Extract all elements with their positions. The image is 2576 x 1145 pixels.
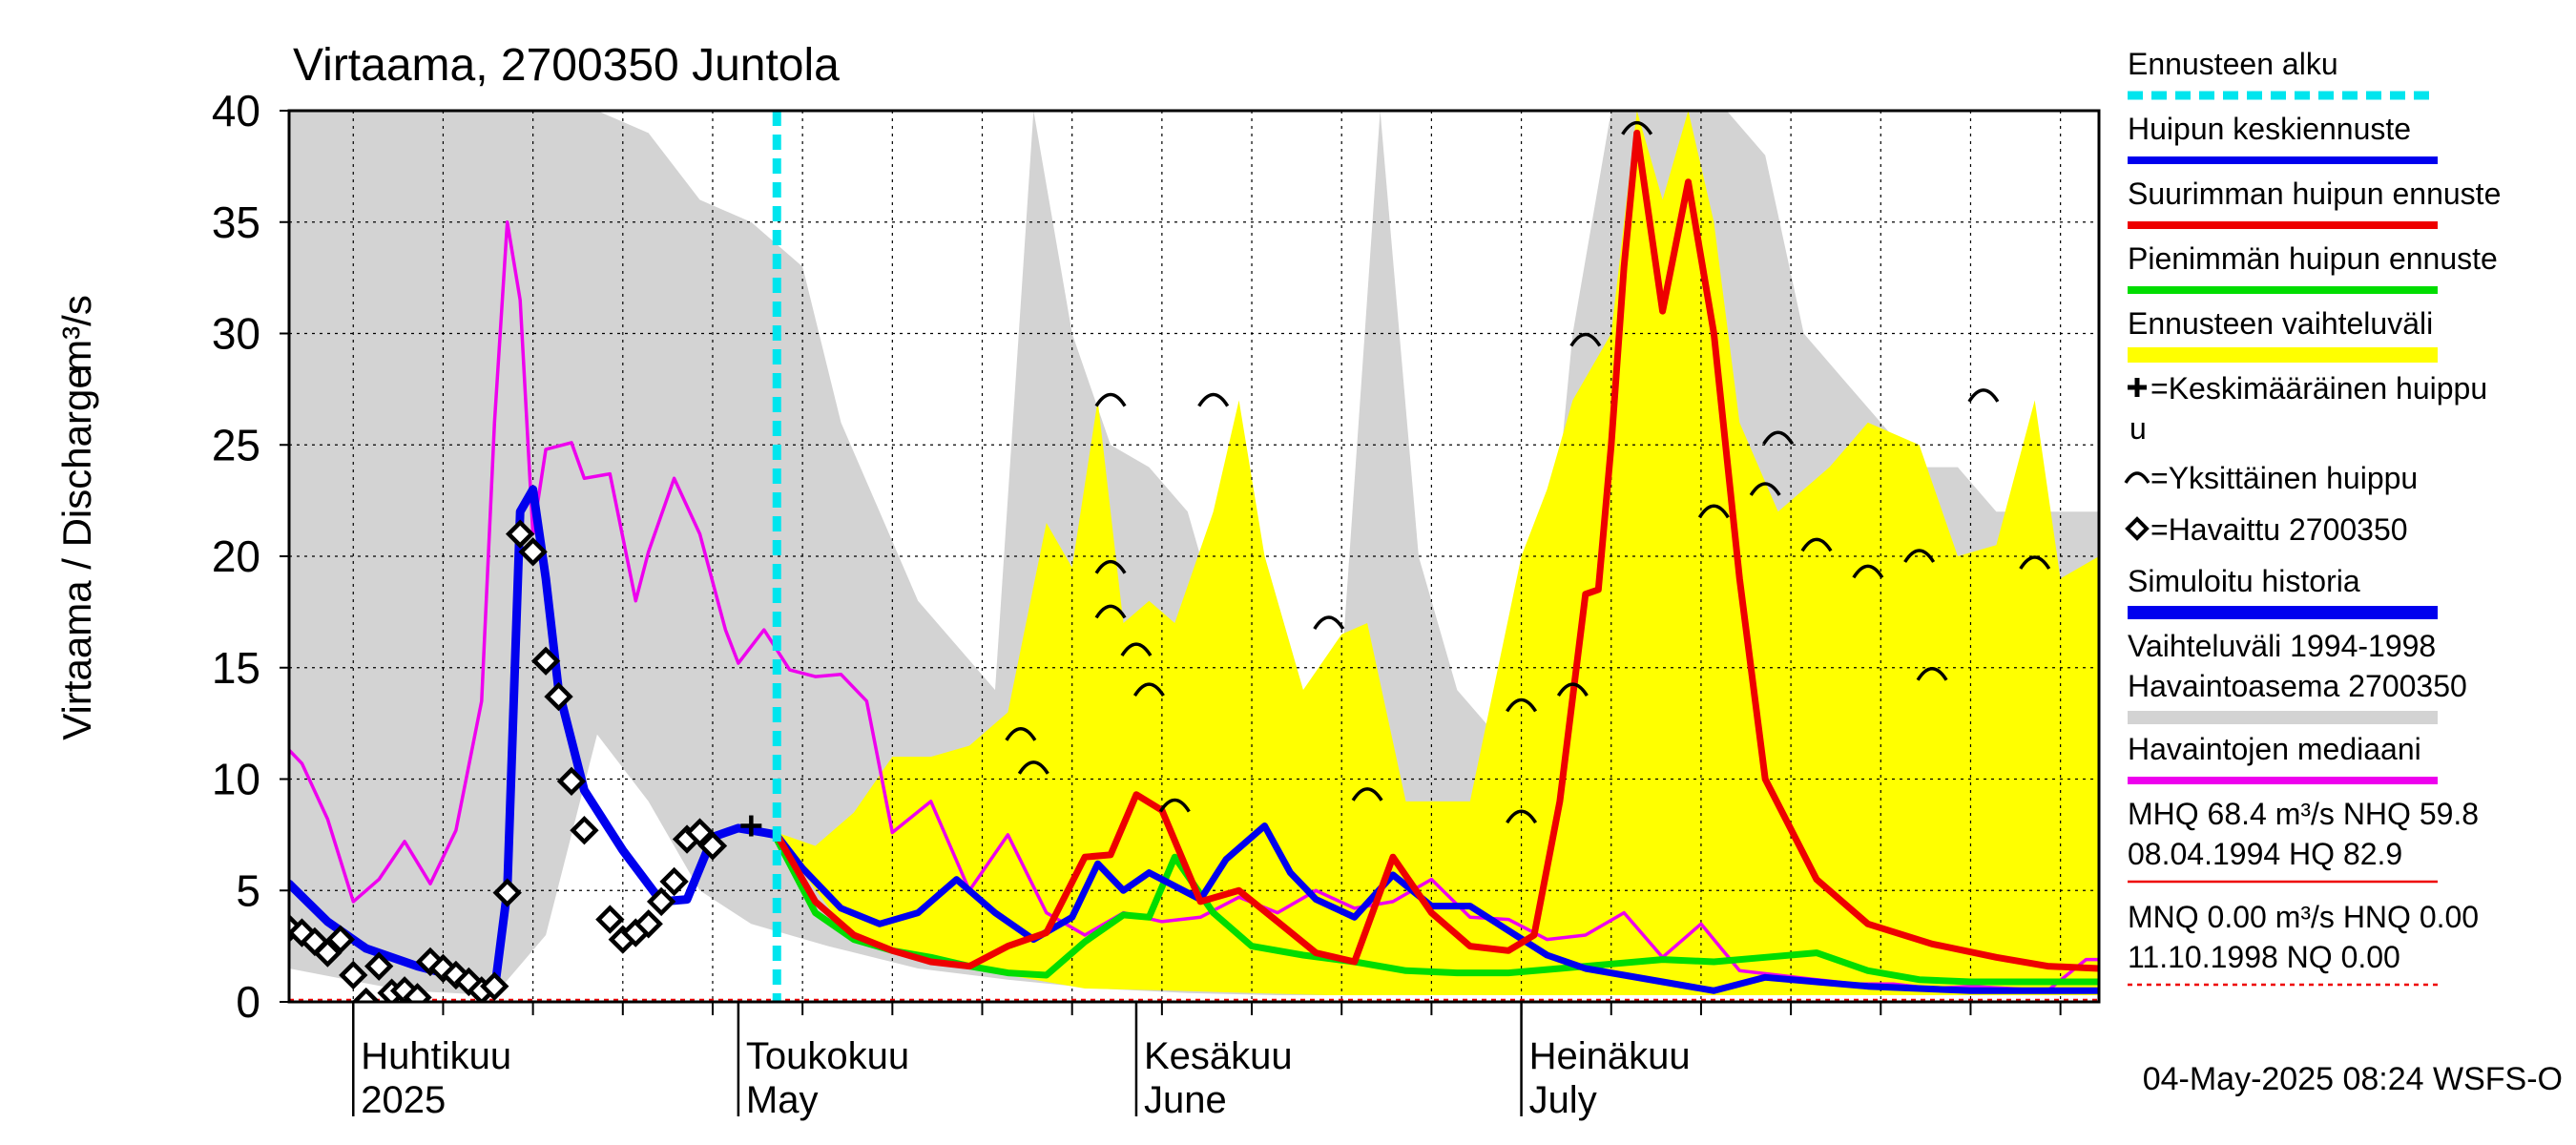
y-tick-label: 5	[236, 865, 260, 915]
legend-arc-icon	[2124, 471, 2150, 484]
legend-label: MHQ 68.4 m³/s NHQ 59.8	[2128, 797, 2479, 831]
legend: Ennusteen alku Huipun keskiennuste Suurimm…	[2124, 47, 2501, 987]
single-peak-marker	[1094, 559, 1127, 574]
plot-area	[289, 111, 2099, 1002]
observed-point	[570, 816, 599, 845]
observed-point	[492, 878, 522, 907]
single-peak-marker	[1621, 120, 1653, 135]
single-peak-marker	[1967, 388, 2000, 403]
y-axis-unit: m³/s	[54, 295, 99, 373]
y-tick-label: 15	[212, 643, 260, 693]
observed-point	[685, 818, 715, 847]
single-peak-marker	[1017, 760, 1049, 775]
legend-label-2: 11.10.1998 NQ 0.00	[2128, 940, 2400, 974]
footer-timestamp: 04-May-2025 08:24 WSFS-O	[2143, 1061, 2563, 1097]
observed-point	[634, 909, 663, 939]
legend-label-2: 08.04.1994 HQ 82.9	[2128, 837, 2402, 871]
observed-point	[697, 831, 728, 861]
observed-point	[659, 866, 689, 897]
month-label: Heinäkuu	[1529, 1035, 1691, 1077]
single-peak-marker	[1158, 798, 1191, 813]
legend-label: Pienimmän huipun ennuste	[2128, 241, 2498, 276]
legend-label: Simuloitu historia	[2128, 564, 2360, 598]
observed-point	[530, 646, 561, 676]
observed-point	[544, 681, 573, 712]
y-tick-label: 25	[212, 420, 260, 469]
single-peak-marker	[1094, 604, 1127, 619]
month-label: Kesäkuu	[1144, 1035, 1293, 1077]
single-peak-marker	[1506, 697, 1538, 713]
single-peak-marker	[1697, 504, 1730, 519]
single-peak-marker	[1916, 667, 1948, 681]
observed-point	[505, 519, 535, 549]
legend-label: Ennusteen vaihteluväli	[2128, 306, 2433, 341]
observed-point	[325, 925, 355, 954]
single-peak-marker	[1749, 482, 1781, 496]
y-tick-label: 20	[212, 531, 260, 581]
max-peak-forecast-line	[773, 129, 2099, 972]
observed-point	[339, 960, 368, 990]
observed-point	[313, 938, 343, 968]
legend-diamond-icon	[2125, 516, 2150, 541]
legend-label: =Keskimääräinen huippu	[2150, 371, 2487, 406]
single-peak-marker	[1903, 549, 1936, 563]
legend-label: =Yksittäinen huippu	[2150, 461, 2418, 495]
y-tick-label: 40	[212, 86, 260, 135]
month-label-en: June	[1144, 1079, 1227, 1121]
forecast-range-band	[777, 111, 2099, 995]
plot-content	[289, 111, 2099, 1002]
chart-title: Virtaama, 2700350 Juntola	[293, 40, 840, 91]
legend-label: Vaihteluväli 1994-1998	[2128, 629, 2436, 663]
y-tick-label: 30	[212, 309, 260, 359]
month-label-en: 2025	[361, 1079, 446, 1121]
single-peak-marker	[1569, 332, 1602, 347]
legend-label: Havaintojen mediaani	[2128, 732, 2421, 766]
legend-label-2: u	[2129, 411, 2147, 446]
single-peak-marker	[2019, 555, 2051, 570]
legend-swatch	[2128, 347, 2438, 363]
mean-peak-forecast-line	[773, 822, 2099, 994]
month-label-en: May	[746, 1079, 819, 1121]
observed-point	[518, 537, 548, 567]
legend-label: Suurimman huipun ennuste	[2128, 177, 2501, 211]
y-tick-label: 10	[212, 755, 260, 804]
observed-point	[646, 886, 676, 917]
single-peak-marker	[1351, 787, 1383, 802]
single-peak-marker	[1005, 727, 1037, 741]
month-label: Toukokuu	[746, 1035, 909, 1077]
legend-label: =Havaittu 2700350	[2150, 512, 2408, 547]
single-peak-marker	[1852, 564, 1884, 579]
single-peak-marker	[1094, 392, 1127, 407]
observed-point	[403, 983, 432, 1002]
observed-point	[364, 951, 394, 981]
observed-point	[480, 971, 509, 1001]
y-tick-label: 0	[236, 977, 260, 1027]
month-label: Huhtikuu	[361, 1035, 511, 1077]
y-axis-label: Virtaama / Discharge	[54, 366, 99, 739]
legend-label: Huipun keskiennuste	[2128, 112, 2411, 146]
single-peak-marker	[1132, 682, 1165, 697]
month-label-en: July	[1529, 1079, 1597, 1121]
single-peak-marker	[1506, 809, 1538, 824]
observed-point	[351, 987, 381, 1002]
single-peak-marker	[1762, 430, 1795, 446]
single-peak-marker	[1197, 392, 1230, 407]
single-peak-marker	[1556, 682, 1589, 697]
y-tick-label: 35	[212, 198, 260, 247]
legend-label-2: Havaintoasema 2700350	[2128, 669, 2467, 703]
single-peak-marker	[1800, 537, 1833, 552]
observed-point	[556, 766, 587, 797]
legend-label: Ennusteen alku	[2128, 47, 2338, 81]
observed-point	[595, 905, 625, 934]
single-peak-marker	[1313, 615, 1345, 631]
single-peak-marker	[1120, 642, 1153, 657]
legend-label: MNQ 0.00 m³/s HNQ 0.00	[2128, 900, 2479, 934]
